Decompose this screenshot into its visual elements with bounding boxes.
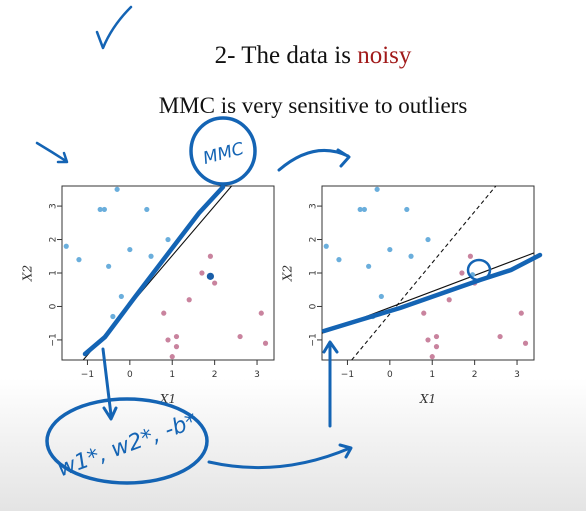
point-blue-right-6 xyxy=(425,237,430,242)
point-red-right-11 xyxy=(523,341,528,346)
point-blue-right-5 xyxy=(387,247,392,252)
point-red-right-10 xyxy=(519,311,524,316)
y-tick-label-right-0: −1 xyxy=(309,333,319,346)
y-tick-label-right-4: 3 xyxy=(309,203,319,209)
y-tick-label-right-2: 1 xyxy=(309,270,319,276)
point-red-right-4 xyxy=(421,311,426,316)
point-blue-right-0 xyxy=(375,187,380,192)
point-blue-right-7 xyxy=(336,257,341,262)
point-red-right-2 xyxy=(472,280,477,285)
point-red-right-5 xyxy=(434,334,439,339)
y-tick-label-right-1: 0 xyxy=(309,303,319,309)
point-blue-right-8 xyxy=(366,264,371,269)
point-red-right-3 xyxy=(447,297,452,302)
point-red-right-9 xyxy=(497,334,502,339)
point-highlight-blue-right-0 xyxy=(470,272,475,277)
x-tick-label-right-4: 3 xyxy=(514,370,520,380)
y-axis-label-right: X2 xyxy=(281,265,295,282)
point-red-right-8 xyxy=(430,354,435,359)
point-red-right-1 xyxy=(459,270,464,275)
plot-frame-right xyxy=(322,186,534,360)
point-blue-right-10 xyxy=(379,294,384,299)
point-blue-right-9 xyxy=(408,254,413,259)
x-tick-label-right-1: 0 xyxy=(387,370,393,380)
x-tick-label-right-0: −1 xyxy=(341,370,354,380)
point-blue-right-4 xyxy=(324,244,329,249)
x-tick-label-right-2: 1 xyxy=(429,370,435,380)
point-red-right-6 xyxy=(425,337,430,342)
point-red-right-0 xyxy=(468,254,473,259)
y-tick-label-right-3: 2 xyxy=(309,237,319,243)
point-blue-right-2 xyxy=(362,207,367,212)
x-axis-label-right: X1 xyxy=(419,392,436,406)
point-red-right-7 xyxy=(434,344,439,349)
point-blue-right-3 xyxy=(404,207,409,212)
x-tick-label-right-3: 2 xyxy=(472,370,478,380)
point-blue-right-11 xyxy=(370,314,375,319)
